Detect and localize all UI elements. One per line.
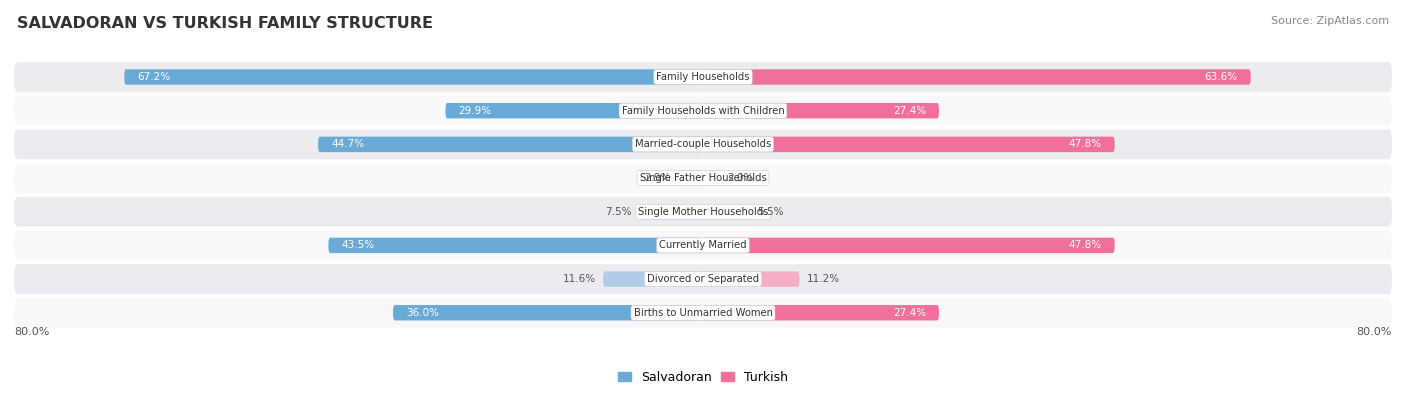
Text: 27.4%: 27.4%: [893, 308, 927, 318]
FancyBboxPatch shape: [14, 62, 1392, 92]
Text: 43.5%: 43.5%: [342, 241, 374, 250]
Text: 47.8%: 47.8%: [1069, 139, 1102, 149]
FancyBboxPatch shape: [14, 163, 1392, 193]
FancyBboxPatch shape: [329, 238, 703, 253]
FancyBboxPatch shape: [14, 130, 1392, 159]
Text: Source: ZipAtlas.com: Source: ZipAtlas.com: [1271, 16, 1389, 26]
Text: 44.7%: 44.7%: [330, 139, 364, 149]
Text: 47.8%: 47.8%: [1069, 241, 1102, 250]
FancyBboxPatch shape: [14, 197, 1392, 227]
Text: 27.4%: 27.4%: [893, 106, 927, 116]
Text: Married-couple Households: Married-couple Households: [636, 139, 770, 149]
Text: 80.0%: 80.0%: [14, 327, 49, 337]
Text: Currently Married: Currently Married: [659, 241, 747, 250]
Text: 5.5%: 5.5%: [758, 207, 783, 217]
Text: SALVADORAN VS TURKISH FAMILY STRUCTURE: SALVADORAN VS TURKISH FAMILY STRUCTURE: [17, 16, 433, 31]
FancyBboxPatch shape: [703, 271, 800, 287]
FancyBboxPatch shape: [124, 70, 703, 85]
FancyBboxPatch shape: [703, 305, 939, 320]
FancyBboxPatch shape: [14, 231, 1392, 260]
FancyBboxPatch shape: [603, 271, 703, 287]
Text: 2.0%: 2.0%: [727, 173, 754, 183]
FancyBboxPatch shape: [703, 238, 1115, 253]
Text: Births to Unmarried Women: Births to Unmarried Women: [634, 308, 772, 318]
Text: 11.6%: 11.6%: [562, 274, 596, 284]
Text: 63.6%: 63.6%: [1205, 72, 1237, 82]
Text: 80.0%: 80.0%: [1357, 327, 1392, 337]
FancyBboxPatch shape: [14, 96, 1392, 126]
Text: 2.9%: 2.9%: [644, 173, 671, 183]
Text: 11.2%: 11.2%: [807, 274, 839, 284]
FancyBboxPatch shape: [703, 137, 1115, 152]
FancyBboxPatch shape: [392, 305, 703, 320]
FancyBboxPatch shape: [703, 70, 1251, 85]
FancyBboxPatch shape: [703, 103, 939, 118]
Text: 29.9%: 29.9%: [458, 106, 492, 116]
FancyBboxPatch shape: [14, 298, 1392, 327]
FancyBboxPatch shape: [318, 137, 703, 152]
Text: 36.0%: 36.0%: [406, 308, 439, 318]
Text: 67.2%: 67.2%: [138, 72, 170, 82]
Text: Family Households with Children: Family Households with Children: [621, 106, 785, 116]
FancyBboxPatch shape: [678, 170, 703, 186]
Text: 7.5%: 7.5%: [605, 207, 631, 217]
FancyBboxPatch shape: [14, 264, 1392, 294]
Text: Family Households: Family Households: [657, 72, 749, 82]
Text: Single Mother Households: Single Mother Households: [638, 207, 768, 217]
Text: Single Father Households: Single Father Households: [640, 173, 766, 183]
Text: Divorced or Separated: Divorced or Separated: [647, 274, 759, 284]
FancyBboxPatch shape: [703, 204, 751, 220]
FancyBboxPatch shape: [703, 170, 720, 186]
FancyBboxPatch shape: [638, 204, 703, 220]
Legend: Salvadoran, Turkish: Salvadoran, Turkish: [613, 366, 793, 389]
FancyBboxPatch shape: [446, 103, 703, 118]
